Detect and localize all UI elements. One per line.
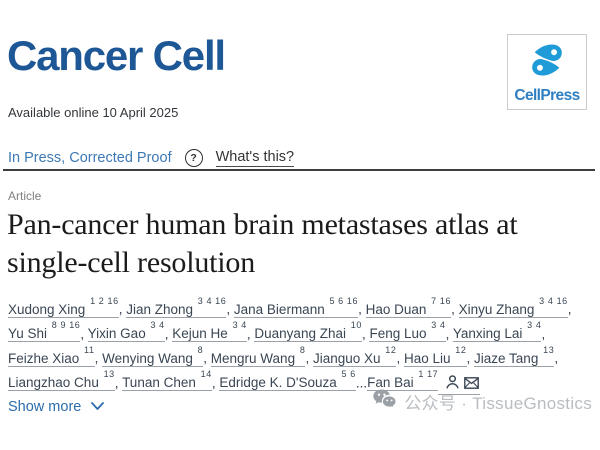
- status-bar: In Press, Corrected Proof ? What's this?: [8, 149, 295, 167]
- author-link[interactable]: Yixin Gao 3 4: [87, 320, 165, 342]
- author-separator: ,: [246, 326, 255, 341]
- whats-this-link[interactable]: What's this?: [215, 149, 295, 167]
- question-mark-circle-icon[interactable]: ?: [184, 149, 203, 167]
- author-link[interactable]: Xudong Xing 1 2 16: [8, 295, 119, 318]
- author-link[interactable]: Jana Biermann 5 6 16: [233, 295, 359, 318]
- author-link[interactable]: Yanxing Lai 3 4: [452, 320, 542, 342]
- author-separator: ...: [355, 375, 368, 390]
- article-title: Pan-cancer human brain metastases atlas …: [7, 208, 518, 279]
- cellpress-logo[interactable]: CellPress: [507, 34, 587, 110]
- author-link[interactable]: Mengru Wang 8: [210, 344, 306, 367]
- chevron-down-icon: [81, 399, 105, 415]
- author-link[interactable]: Liangzhao Chu 13: [8, 369, 115, 391]
- show-more-button[interactable]: Show more: [8, 399, 105, 415]
- envelope-icon[interactable]: [459, 375, 480, 390]
- show-more-label: Show more: [8, 399, 82, 415]
- available-online-date: Available online 10 April 2025: [8, 105, 179, 120]
- author-link[interactable]: Jianguo Xu 12: [312, 344, 397, 367]
- author-link[interactable]: Edridge K. D'Souza 5 6: [219, 369, 356, 391]
- author-separator: ,: [466, 350, 475, 366]
- author-link[interactable]: Hao Liu 12: [404, 344, 467, 367]
- author-separator: ,: [114, 375, 123, 390]
- journal-logo[interactable]: Cancer Cell: [7, 32, 226, 79]
- author-separator: ,: [361, 326, 370, 341]
- author-list: Xudong Xing 1 2 16, Jian Zhong 3 4 16, J…: [8, 295, 586, 395]
- author-separator: ,: [445, 326, 453, 341]
- author-link[interactable]: Feizhe Xiao 11: [8, 344, 95, 367]
- author-separator: ,: [211, 375, 220, 390]
- watermark-text: 公众号 · TissueGnostics: [404, 394, 592, 413]
- authors-flow: Xudong Xing 1 2 16, Jian Zhong 3 4 16, J…: [8, 295, 572, 391]
- cellpress-wordmark: CellPress: [514, 87, 580, 104]
- author-separator: ,: [305, 350, 313, 366]
- author-separator: ,: [541, 326, 546, 341]
- author-separator: ,: [554, 350, 559, 366]
- divider-rule: [3, 169, 595, 171]
- author-link[interactable]: Xinyu Zhang 3 4 16: [458, 295, 568, 318]
- author-link[interactable]: Yu Shi 8 9 16: [8, 320, 81, 342]
- article-type-label: Article: [8, 189, 42, 203]
- author-separator: ,: [567, 301, 572, 317]
- author-link[interactable]: Kejun He 3 4: [172, 320, 247, 342]
- author-separator: ,: [203, 350, 211, 366]
- author-separator: ,: [118, 301, 127, 317]
- person-icon[interactable]: [441, 375, 460, 390]
- author-separator: ,: [358, 301, 366, 317]
- author-link[interactable]: Wenying Wang 8: [102, 344, 204, 367]
- watermark: 公众号 · TissueGnostics: [373, 389, 592, 414]
- author-separator: ,: [396, 350, 404, 366]
- author-separator: ,: [451, 301, 459, 317]
- author-separator: ,: [226, 301, 234, 317]
- author-separator: ,: [94, 350, 103, 366]
- author-link[interactable]: Tunan Chen 14: [122, 369, 212, 391]
- author-link[interactable]: Feng Luo 3 4: [369, 320, 446, 342]
- author-link[interactable]: Fan Bai 1 17: [367, 369, 439, 391]
- author-link[interactable]: Jian Zhong 3 4 16: [126, 295, 227, 318]
- in-press-status-link[interactable]: In Press, Corrected Proof: [8, 150, 172, 166]
- author-link[interactable]: Jiaze Tang 13: [474, 344, 555, 367]
- author-action-icons: [438, 372, 481, 395]
- author-separator: ,: [164, 326, 173, 341]
- cellpress-swirl-icon: [526, 39, 568, 86]
- author-link[interactable]: Hao Duan 7 16: [365, 295, 452, 318]
- wechat-icon: [373, 389, 404, 414]
- author-link[interactable]: Duanyang Zhai 10: [254, 320, 362, 342]
- author-separator: ,: [80, 326, 88, 341]
